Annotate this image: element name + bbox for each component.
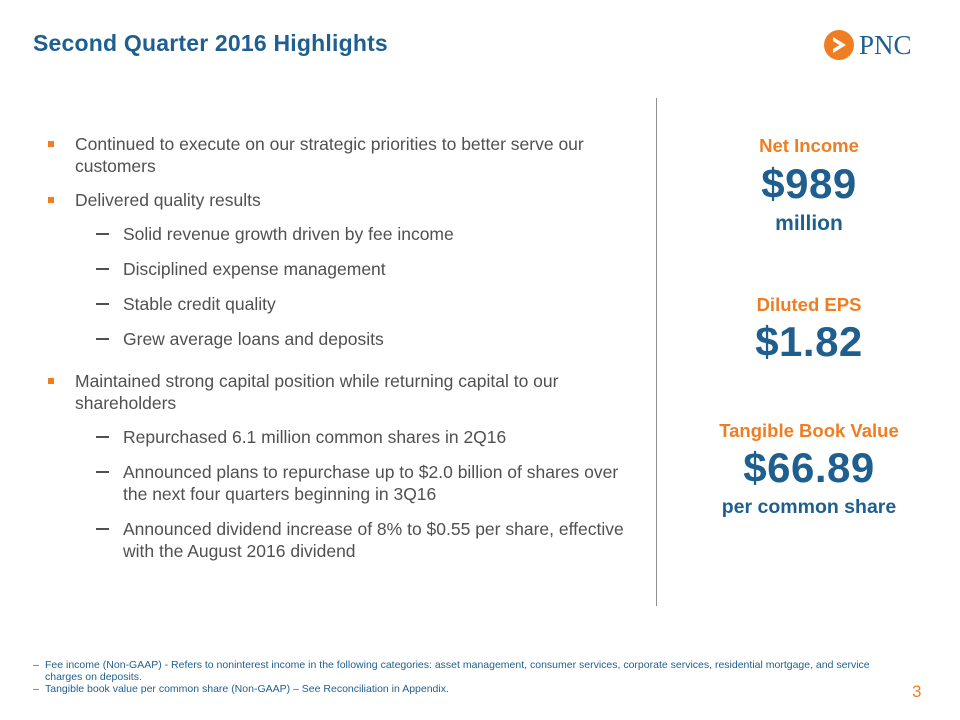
tangible-book-value-value: $66.89 — [743, 444, 875, 491]
highlights-list: Continued to execute on our strategic pr… — [48, 133, 643, 575]
tangible-book-value-unit: per common share — [721, 496, 897, 518]
square-bullet-icon — [48, 378, 54, 384]
sub-bullet-text: Solid revenue growth driven by fee incom… — [123, 224, 454, 244]
dash-bullet-icon — [96, 471, 109, 473]
vertical-divider — [656, 98, 657, 606]
footnotes: – Fee income (Non-GAAP) - Refers to noni… — [33, 659, 883, 695]
dash-bullet-icon — [96, 233, 109, 235]
sub-bullet-text: Announced plans to repurchase up to $2.0… — [123, 462, 619, 504]
page-number: 3 — [912, 682, 922, 701]
footnote-item: – Fee income (Non-GAAP) - Refers to noni… — [33, 659, 883, 683]
bullet-item: Maintained strong capital position while… — [48, 370, 643, 414]
pnc-logo-icon — [824, 30, 854, 60]
diluted-eps-value: $1.82 — [755, 318, 863, 365]
sub-bullet-text: Stable credit quality — [123, 294, 276, 314]
dash-bullet-icon: – — [33, 659, 39, 671]
bullet-text: Maintained strong capital position while… — [75, 371, 559, 413]
footnote-item: – Tangible book value per common share (… — [33, 683, 883, 695]
dash-bullet-icon — [96, 528, 109, 530]
slide-title: Second Quarter 2016 Highlights — [33, 30, 388, 56]
sub-bullet-item: Solid revenue growth driven by fee incom… — [48, 223, 643, 245]
sub-bullet-item: Repurchased 6.1 million common shares in… — [48, 426, 643, 448]
pnc-logo: PNC — [823, 28, 912, 62]
bullet-text: Delivered quality results — [75, 190, 261, 210]
sub-bullet-text: Announced dividend increase of 8% to $0.… — [123, 519, 624, 561]
bullet-text: Continued to execute on our strategic pr… — [75, 134, 584, 176]
sub-bullet-text: Repurchased 6.1 million common shares in… — [123, 427, 507, 447]
sub-bullet-text: Disciplined expense management — [123, 259, 386, 279]
dash-bullet-icon — [96, 303, 109, 305]
square-bullet-icon — [48, 197, 54, 203]
sub-bullet-item: Stable credit quality — [48, 293, 643, 315]
square-bullet-icon — [48, 141, 54, 147]
net-income-value: $989 — [761, 160, 857, 207]
bullet-item: Continued to execute on our strategic pr… — [48, 133, 643, 177]
sub-bullet-text: Grew average loans and deposits — [123, 329, 384, 349]
sub-bullet-item: Announced dividend increase of 8% to $0.… — [48, 518, 643, 562]
diluted-eps-label: Diluted EPS — [756, 294, 862, 315]
footnote-text: Fee income (Non-GAAP) - Refers to nonint… — [45, 659, 870, 683]
sub-bullet-item: Grew average loans and deposits — [48, 328, 643, 350]
sub-bullet-item: Disciplined expense management — [48, 258, 643, 280]
sub-bullet-item: Announced plans to repurchase up to $2.0… — [48, 461, 643, 505]
net-income-unit: million — [775, 212, 843, 235]
net-income-label: Net Income — [759, 135, 859, 156]
bullet-item: Delivered quality results — [48, 189, 643, 211]
tangible-book-value-label: Tangible Book Value — [719, 420, 899, 441]
dash-bullet-icon — [96, 268, 109, 270]
logo-text: PNC — [859, 30, 912, 60]
dash-bullet-icon — [96, 436, 109, 438]
dash-bullet-icon — [96, 338, 109, 340]
dash-bullet-icon: – — [33, 683, 39, 695]
footnote-text: Tangible book value per common share (No… — [45, 683, 449, 695]
